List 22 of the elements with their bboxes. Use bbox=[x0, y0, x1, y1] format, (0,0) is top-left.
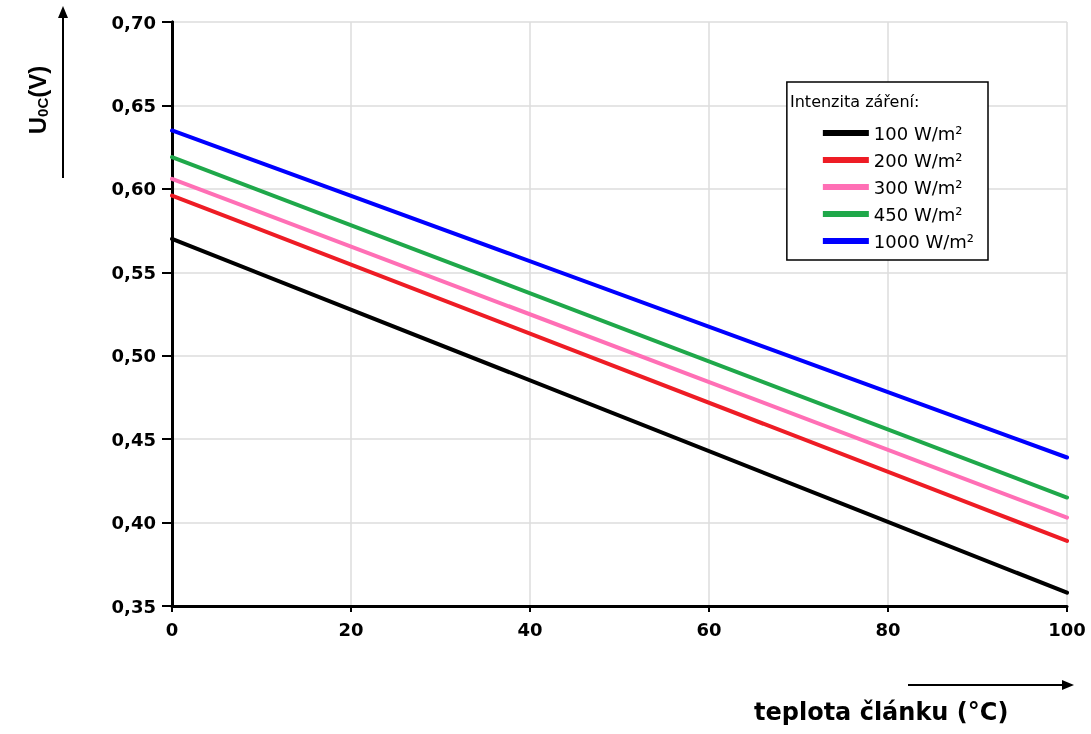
x-axis-title: teplota článku (°C) bbox=[754, 698, 1009, 726]
x-tick-label: 0 bbox=[165, 618, 179, 640]
y-tick-label: 0,35 bbox=[111, 595, 156, 617]
y-tick-label: 0,60 bbox=[111, 178, 156, 200]
legend-label: 100 W/m² bbox=[873, 122, 963, 144]
x-tick-label: 20 bbox=[338, 618, 364, 640]
y-tick-label: 0,55 bbox=[111, 261, 156, 283]
y-axis-title: U0C(V) bbox=[24, 65, 51, 135]
x-tick-label: 100 bbox=[1048, 618, 1086, 640]
legend-label: 300 W/m² bbox=[873, 176, 963, 198]
y-tick-label: 0,65 bbox=[111, 94, 156, 116]
x-tick-label: 80 bbox=[875, 618, 901, 640]
legend-label: 450 W/m² bbox=[873, 203, 963, 225]
y-tick-label: 0,45 bbox=[111, 428, 156, 450]
legend-label: 200 W/m² bbox=[873, 149, 963, 171]
x-tick-label: 60 bbox=[696, 618, 722, 640]
legend-title: Intenzita záření: bbox=[790, 91, 920, 111]
x-tick-label: 40 bbox=[517, 618, 543, 640]
y-tick-label: 0,40 bbox=[111, 512, 156, 534]
legend-label: 1000 W/m² bbox=[873, 230, 975, 252]
y-tick-label: 0,50 bbox=[111, 345, 156, 367]
y-tick-label: 0,70 bbox=[111, 11, 156, 33]
